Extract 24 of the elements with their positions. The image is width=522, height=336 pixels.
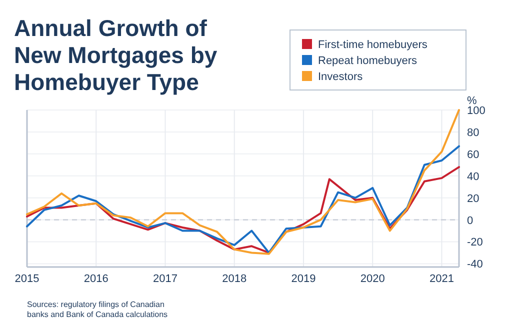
y-tick-label: 60 [467,148,480,161]
y-tick-label: 80 [467,126,480,139]
x-tick-label: 2021 [429,273,454,285]
y-tick-label: -40 [467,258,483,271]
x-tick-label: 2018 [222,273,247,285]
y-axis-title: % [467,95,477,107]
legend-label: First-time homebuyers [318,39,428,51]
y-tick-label: 40 [467,170,480,183]
y-tick-label: 0 [467,214,474,227]
legend-label: Investors [318,71,364,83]
x-tick-label: 2019 [291,273,316,285]
y-tick-label: 100 [467,105,486,117]
y-tick-label: 20 [467,192,480,205]
x-tick-label: 2017 [153,273,178,285]
chart-title: Annual Growth of New Mortgages by Homebuyer Type [14,15,218,95]
source-note: Sources: regulatory filings of Canadian banks and Bank of Canada calculations [27,300,168,319]
legend-label: Repeat homebuyers [318,55,418,67]
line-series [26,166,460,254]
x-tick-label: 2020 [360,273,385,285]
line-series [26,109,460,255]
line-series [26,145,460,254]
y-tick-label: -20 [467,236,483,249]
x-tick-label: 2016 [84,273,108,285]
x-tick-label: 2015 [14,273,40,285]
